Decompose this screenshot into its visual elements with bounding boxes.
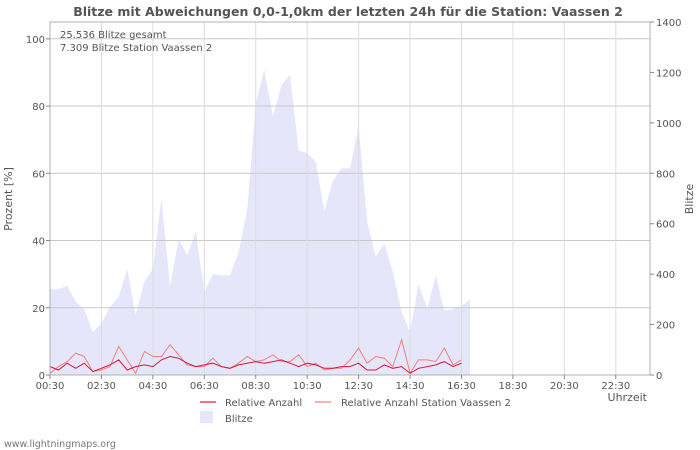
footer-credit: www.lightningmaps.org [4,439,116,450]
x-tick-label: 08:30 [241,381,270,392]
x-tick-label: 14:30 [396,381,425,392]
y2-tick-label: 1400 [656,18,681,29]
plot-frame [49,21,651,376]
left-axis: 0 20 40 60 80 100 [26,35,50,382]
y2-axis-label: Blitze [683,184,696,215]
chart-title: Blitze mit Abweichungen 0,0-1,0km der le… [73,4,623,19]
line-relative [49,355,462,374]
x-tick-label: 12:30 [344,381,373,392]
y2-tick-label: 1200 [656,68,681,79]
x-tick-label: 10:30 [293,381,322,392]
y-tick-label: 0 [39,371,45,382]
y2-tick-label: 600 [656,220,675,231]
y2-tick-label: 200 [656,321,675,332]
y2-tick-label: 0 [656,371,662,382]
grid-layer [50,22,650,375]
y2-tick-label: 800 [656,169,675,180]
legend-label-relative: Relative Anzahl [225,398,302,409]
legend-swatch-blitze [200,411,213,423]
y-tick-label: 60 [32,169,45,180]
x-tick-label: 04:30 [138,381,167,392]
y-tick-label: 20 [32,304,45,315]
lines-layer [49,337,462,375]
legend: Relative Anzahl Relative Anzahl Station … [200,398,511,425]
blitze-area [50,69,470,376]
annotation-total: 25.536 Blitze gesamt [60,30,167,41]
x-axis-label: Uhrzeit [608,391,648,404]
x-axis: 00:30 02:30 04:30 06:30 08:30 10:30 12:30 14:30… [36,375,630,392]
y-tick-label: 80 [32,102,45,113]
y-tick-label: 40 [32,237,45,248]
x-tick-label: 18:30 [499,381,528,392]
x-tick-label: 20:30 [550,381,579,392]
x-tick-label: 22:30 [601,381,630,392]
annotation-station: 7.309 Blitze Station Vaassen 2 [60,43,212,54]
x-tick-label: 06:30 [190,381,219,392]
blitze-area-layer [50,69,470,376]
y-tick-label: 100 [26,35,45,46]
legend-label-blitze: Blitze [225,414,253,425]
y2-tick-label: 400 [656,270,675,281]
x-tick-label: 16:30 [447,381,476,392]
y-axis-label: Prozent [%] [2,167,15,231]
x-tick-label: 00:30 [36,381,65,392]
legend-label-relative-station: Relative Anzahl Station Vaassen 2 [341,398,511,409]
y2-tick-label: 1000 [656,119,681,130]
right-axis: 0 200 400 600 800 1000 1200 1400 [650,18,681,382]
x-tick-label: 02:30 [87,381,116,392]
